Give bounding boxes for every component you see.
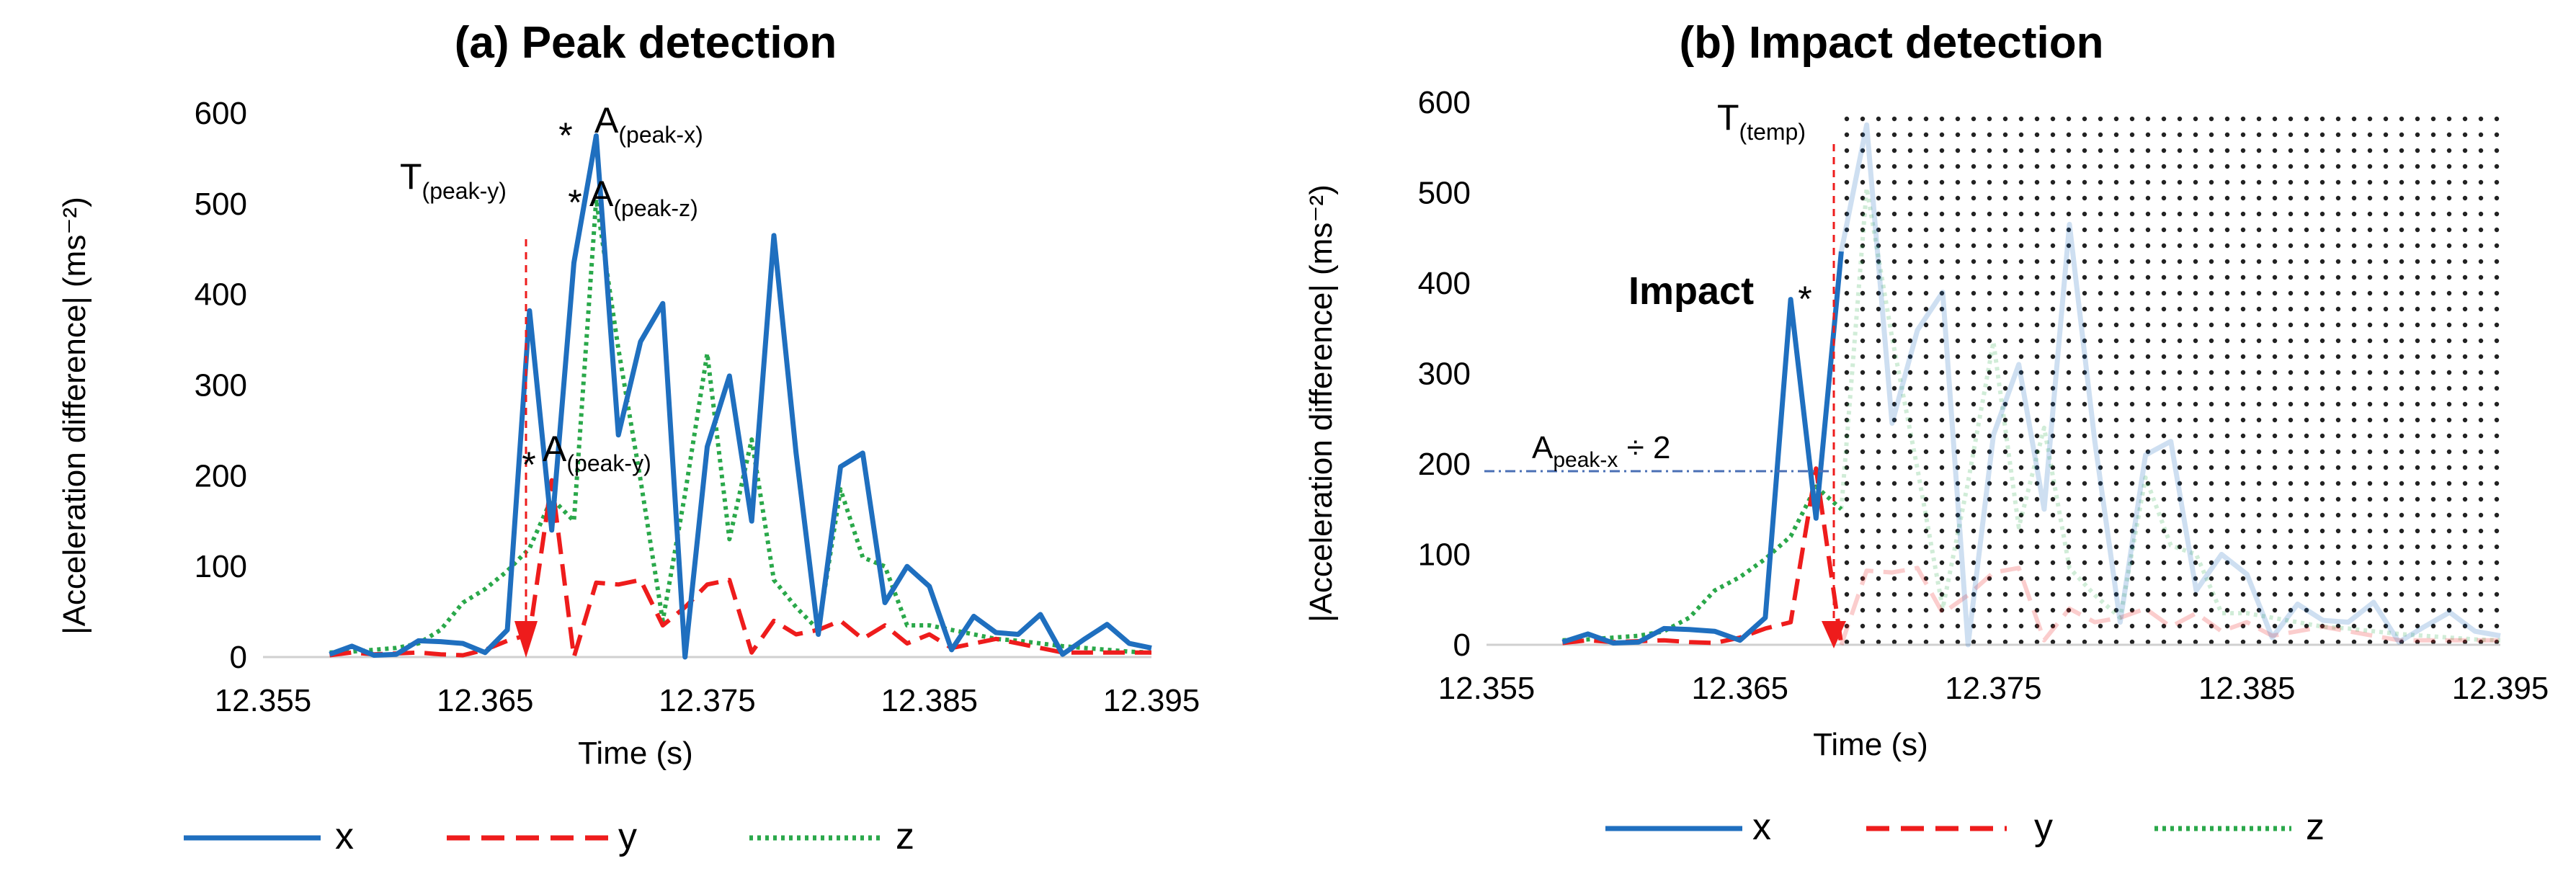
chart-b-x-tick-label: 12.365 bbox=[1691, 671, 1788, 706]
chart-a-series-y-line bbox=[329, 478, 1151, 659]
peak-x-star: * bbox=[558, 115, 572, 156]
chart-b-y-tick-label: 600 bbox=[1418, 85, 1471, 120]
impact-label: Impact bbox=[1628, 269, 1754, 313]
legend-b-y-label: y bbox=[2034, 806, 2053, 848]
peak-y-label: A(peak-y) bbox=[543, 429, 651, 476]
chart-b-x-tick-label: 12.395 bbox=[2452, 671, 2549, 706]
chart-b-y-tick-label: 200 bbox=[1418, 447, 1471, 482]
chart-b-series-y-faded bbox=[1839, 566, 2500, 646]
chart-b-title: (b) Impact detection bbox=[1679, 18, 2103, 68]
chart-b-x-tick-label: 12.385 bbox=[2198, 671, 2296, 706]
t-peak-y-label: T(peak-y) bbox=[400, 156, 507, 204]
chart-a-y-tick-label: 100 bbox=[195, 549, 247, 584]
legend-b: x y z bbox=[1605, 806, 2325, 848]
chart-b-x-ticks: 12.355 12.365 12.375 12.385 12.395 bbox=[1438, 671, 2549, 706]
chart-a-series-z-line bbox=[329, 197, 1152, 655]
chart-b-series-y-line bbox=[1562, 466, 1844, 646]
t-temp-label: T(temp) bbox=[1717, 97, 1806, 145]
chart-a-y-ticks: 0 100 200 300 400 500 600 bbox=[195, 96, 247, 675]
chart-a-y-tick-label: 300 bbox=[195, 368, 247, 403]
chart-b-y-tick-label: 0 bbox=[1453, 628, 1471, 663]
legend-b-x-label: x bbox=[1752, 806, 1771, 848]
chart-b-y-tick-label: 400 bbox=[1418, 266, 1471, 301]
chart-a-y-tick-label: 200 bbox=[195, 458, 247, 494]
chart-a-y-axis-label-visible: |Acceleration difference| (ms⁻²) bbox=[57, 197, 92, 635]
chart-b-series-z-faded bbox=[1839, 186, 2501, 643]
chart-a-x-tick-label: 12.355 bbox=[215, 683, 312, 718]
threshold-label: Apeak-x ÷ 2 bbox=[1532, 430, 1670, 472]
chart-b-plot-area bbox=[1487, 122, 2501, 648]
chart-b-y-tick-label: 300 bbox=[1418, 357, 1471, 392]
chart-impact-detection: (b) Impact detection 0 100 200 300 400 500 600… bbox=[1303, 18, 2549, 762]
chart-a-y-tick-label: 500 bbox=[195, 187, 247, 222]
chart-a-x-tick-label: 12.365 bbox=[437, 683, 534, 718]
chart-a-x-tick-label: 12.385 bbox=[881, 683, 978, 718]
chart-a-title: (a) Peak detection bbox=[455, 18, 837, 68]
chart-b-x-tick-label: 12.375 bbox=[1945, 671, 2042, 706]
chart-b-series-z-line bbox=[1562, 484, 1843, 643]
impact-star: * bbox=[1798, 279, 1811, 319]
legend-a-z-label: z bbox=[896, 816, 914, 857]
legend-b-z-label: z bbox=[2306, 806, 2325, 848]
legend-a-x-label: x bbox=[335, 816, 354, 857]
chart-peak-detection: (a) Peak detection 0 100 200 300 400 500 600 1… bbox=[57, 18, 1200, 771]
masked-region bbox=[1834, 112, 2500, 645]
chart-b-y-axis-label: |Acceleration difference| (ms⁻²) bbox=[1303, 184, 1339, 622]
t-peak-y-arrow bbox=[514, 621, 538, 658]
chart-a-x-ticks: 12.355 12.365 12.375 12.385 12.395 bbox=[215, 683, 1200, 718]
legend-a-y-label: y bbox=[618, 816, 637, 857]
chart-b-x-axis-label: Time (s) bbox=[1813, 727, 1928, 762]
chart-b-x-tick-label: 12.355 bbox=[1438, 671, 1536, 706]
chart-b-y-ticks: 0 100 200 300 400 500 600 bbox=[1418, 85, 1471, 663]
peak-y-star: * bbox=[522, 445, 535, 485]
chart-b-y-tick-label: 500 bbox=[1418, 176, 1471, 211]
peak-x-label: A(peak-x) bbox=[594, 100, 703, 148]
chart-a-x-axis-label: Time (s) bbox=[578, 736, 693, 771]
chart-b-y-tick-label: 100 bbox=[1418, 537, 1471, 573]
chart-a-x-tick-label: 12.375 bbox=[659, 683, 756, 718]
peak-z-star: * bbox=[568, 182, 581, 223]
chart-a-plot-area bbox=[263, 133, 1152, 660]
chart-a-y-tick-label: 400 bbox=[195, 277, 247, 313]
chart-b-series-x-faded bbox=[1838, 122, 2501, 648]
chart-a-x-tick-label: 12.395 bbox=[1103, 683, 1200, 718]
t-temp-arrow bbox=[1822, 621, 1846, 648]
chart-b-series-x-line bbox=[1561, 251, 1844, 646]
peak-z-label: A(peak-z) bbox=[589, 174, 698, 221]
chart-a-y-tick-label: 0 bbox=[230, 640, 247, 675]
chart-a-series-x-line bbox=[329, 133, 1152, 660]
chart-a-y-tick-label: 600 bbox=[195, 96, 247, 131]
legend-a: x y z bbox=[184, 816, 914, 857]
